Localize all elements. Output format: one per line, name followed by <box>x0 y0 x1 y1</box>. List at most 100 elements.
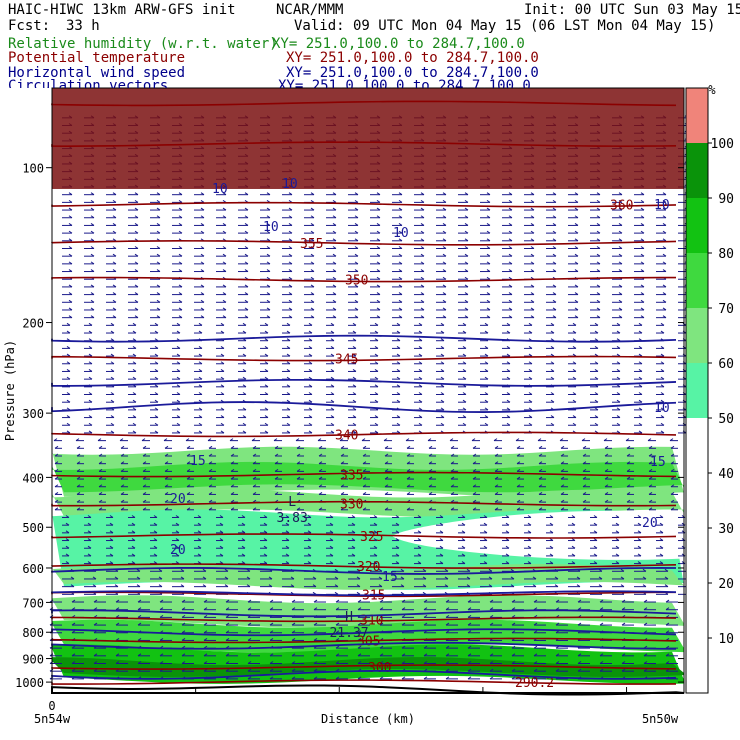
wind-vector-head <box>659 515 664 518</box>
y-tick-label: 300 <box>22 407 44 421</box>
wind-vector-head <box>486 192 491 196</box>
wind-vector-head <box>142 445 147 449</box>
wind-vector-head <box>398 276 403 280</box>
wind-vector-head <box>110 376 115 380</box>
wind-vector-head <box>494 461 499 465</box>
wind-vector-head <box>516 453 521 457</box>
wind-vector-head <box>114 576 119 580</box>
wind-vector-head <box>486 261 491 265</box>
wind-vector-head <box>242 430 247 434</box>
wind-vector-head <box>186 499 191 503</box>
wind-vector-head <box>76 461 81 465</box>
wind-vector-head <box>615 545 620 549</box>
forecast-hour: 33 h <box>66 18 100 34</box>
wind-vector-head <box>464 315 469 319</box>
wind-vector-head <box>225 668 230 672</box>
wind-vector-head <box>164 445 169 449</box>
wind-vector-head <box>352 415 357 418</box>
wind-vector-head <box>110 399 115 403</box>
wind-vector-head <box>486 246 491 249</box>
wind-vector-head <box>420 292 425 296</box>
wind-vector-head <box>242 407 247 411</box>
wind-vector-head <box>285 545 290 549</box>
wind-vector-head <box>376 223 381 226</box>
wind-vector-head <box>638 392 643 395</box>
wind-vector-head <box>376 253 381 257</box>
wind-vector-head <box>552 253 557 257</box>
wind-vector-head <box>373 522 378 526</box>
wind-speed-label: 10 <box>654 401 670 416</box>
wind-vector-head <box>198 361 203 365</box>
wind-vector-head <box>383 438 388 442</box>
wind-vector-head <box>599 653 604 657</box>
wind-vector-head <box>53 438 58 442</box>
wind-vector-head <box>197 530 202 534</box>
wind-vector-head <box>335 607 340 611</box>
wind-vector-head <box>577 653 582 657</box>
wind-vector-head <box>420 269 425 272</box>
wind-vector-head <box>65 522 70 526</box>
wind-vector-head <box>560 507 565 511</box>
wind-vector-head <box>604 461 609 465</box>
wind-vector-head <box>264 369 269 372</box>
wind-vector-head <box>374 330 379 334</box>
wind-vector-head <box>242 330 247 334</box>
wind-vector-head <box>220 430 225 434</box>
wind-vector-head <box>291 638 296 641</box>
wind-vector-head <box>288 230 293 234</box>
wind-vector-head <box>119 438 124 442</box>
wind-vector-head <box>92 576 97 580</box>
wind-vector-head <box>396 430 401 434</box>
wind-vector-head <box>506 415 511 418</box>
wind-vector-head <box>88 353 93 357</box>
wind-vector-head <box>154 392 159 395</box>
wind-vector-head <box>530 215 535 219</box>
wind-vector-head <box>506 361 511 365</box>
wind-vector-head <box>142 499 147 503</box>
wind-vector-head <box>357 607 362 611</box>
wind-vector-head <box>378 576 383 580</box>
wind-vector-head <box>318 453 323 457</box>
wind-vector-head <box>420 261 425 265</box>
wind-vector-head <box>417 561 422 565</box>
wind-vector-head <box>618 192 623 196</box>
wind-vector-head <box>662 207 667 211</box>
wind-vector-head <box>198 407 203 411</box>
wind-vector-head <box>197 515 202 518</box>
wind-vector-head <box>484 415 489 418</box>
wind-vector-head <box>291 668 296 672</box>
wind-vector-head <box>178 207 183 211</box>
wind-vector-head <box>176 430 181 434</box>
field-circ-name: Circulation vectors <box>8 78 169 88</box>
wind-vector-head <box>156 199 161 203</box>
wind-vector-head <box>241 553 246 557</box>
wind-vector-head <box>626 468 631 472</box>
wind-vector-head <box>88 399 93 403</box>
wind-vector-head <box>640 207 645 211</box>
colorbar-label: 20 <box>718 577 734 592</box>
wind-vector-head <box>552 284 557 288</box>
wind-vector-head <box>396 384 401 388</box>
wind-vector-head <box>178 269 183 272</box>
wind-vector-head <box>660 384 665 388</box>
wind-vector-head <box>574 192 579 196</box>
wind-vector-head <box>269 599 274 603</box>
wind-vector-head <box>357 622 362 626</box>
wind-vector-head <box>593 538 598 541</box>
wind-vector-head <box>620 576 625 580</box>
wind-vector-head <box>374 369 379 372</box>
wind-vector-head <box>308 330 313 334</box>
wind-vector-head <box>508 230 513 234</box>
wind-speed-label: 20 <box>170 543 186 558</box>
wind-vector-head <box>219 545 224 549</box>
wind-vector-head <box>626 445 631 449</box>
wind-vector-head <box>264 353 269 357</box>
wind-vector-head <box>594 345 599 349</box>
wind-vector-head <box>65 561 70 565</box>
wind-vector-head <box>154 330 159 334</box>
wind-vector-head <box>511 645 516 649</box>
wind-vector-head <box>263 553 268 557</box>
wind-vector-head <box>596 299 601 303</box>
wind-vector-head <box>137 638 142 641</box>
wind-vector-head <box>417 538 422 541</box>
